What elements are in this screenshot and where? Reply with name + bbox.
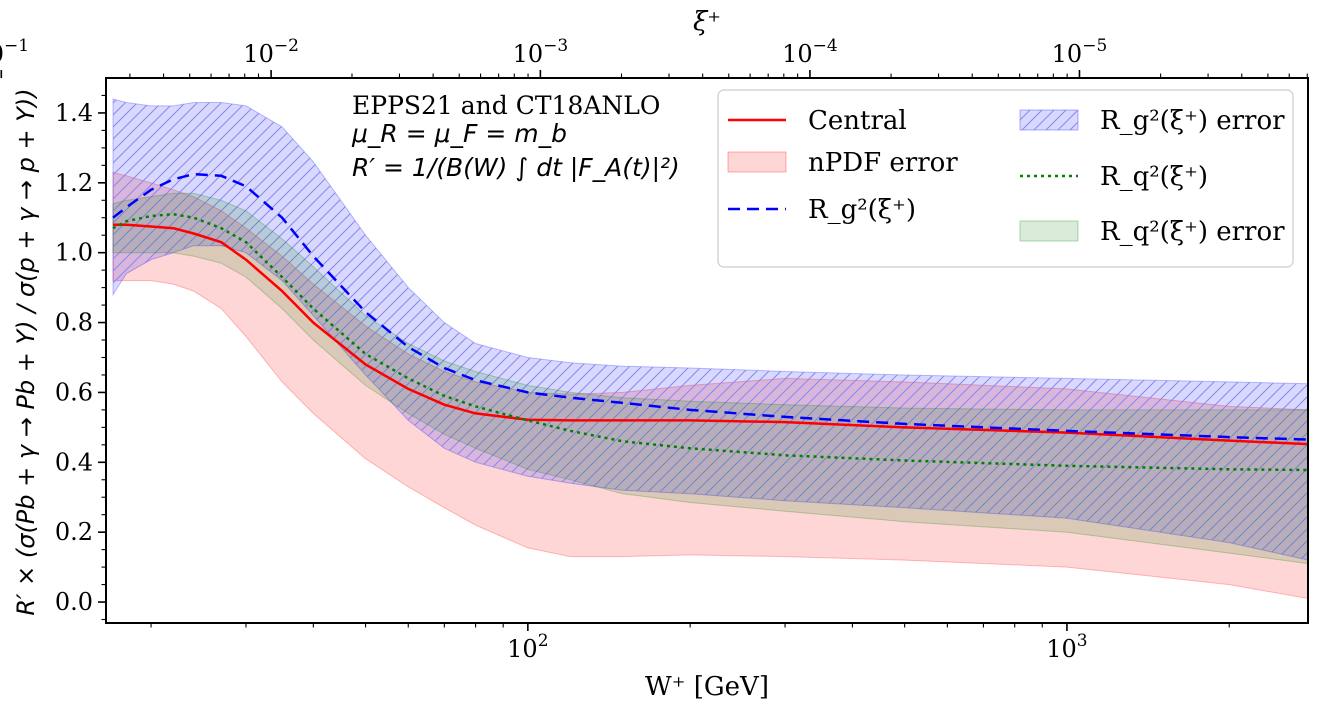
- y-tick-label: 1.0: [55, 239, 93, 267]
- top-tick-label: 10−2: [243, 36, 299, 68]
- x-tick-label: 103: [1046, 631, 1087, 663]
- legend-label: R_q²(ξ⁺): [1100, 162, 1208, 192]
- band-r-q-error: [112, 192, 1308, 565]
- annotation: EPPS21 and CT18ANLO μ_R = μ_F = m_b R′ =…: [351, 91, 680, 182]
- x-axis-label: W⁺ [GeV]: [645, 672, 769, 702]
- y-tick-label: 1.4: [55, 99, 93, 127]
- legend-item-r-q-error: R_q²(ξ⁺) error: [1019, 217, 1285, 247]
- legend-item-central: Central: [728, 106, 907, 136]
- x-tick-label: 102: [507, 631, 548, 663]
- y-tick-label: 0.0: [55, 588, 93, 616]
- legend-swatch: [727, 151, 787, 173]
- legend-label: nPDF error: [808, 148, 958, 178]
- legend-item-r-q: R_q²(ξ⁺): [1020, 162, 1208, 192]
- series-line-r-g: [112, 172, 1308, 441]
- legend-label: R_q²(ξ⁺) error: [1100, 217, 1285, 247]
- annotation-line-1: EPPS21 and CT18ANLO: [352, 91, 660, 120]
- legend-label: Central: [808, 106, 907, 136]
- annotation-line-3: R′ = 1/(B(W) ∫ dt |F_A(t)|²): [352, 153, 680, 182]
- legend-label: R_g²(ξ⁺): [808, 195, 916, 225]
- y-tick-label: 0.6: [55, 378, 93, 406]
- top-axis-label: ξ⁺: [693, 7, 721, 37]
- y-tick-label: 0.2: [55, 518, 93, 546]
- axes: 102 103 0.0 0.2 0.4 0.6 0.8 1.0 1.2 1.4 10−1 10−2 10…: [0, 36, 1308, 663]
- top-tick-label: 10−1: [0, 36, 29, 68]
- error-bands: [112, 98, 1308, 600]
- legend-item-npdf-error: nPDF error: [727, 148, 958, 178]
- y-tick-label: 1.2: [55, 169, 93, 197]
- top-tick-label: 10−4: [782, 36, 838, 68]
- annotation-line-2: μ_R = μ_F = m_b: [351, 119, 567, 148]
- top-tick-label: 10−3: [513, 36, 569, 68]
- top-tick-label: 10−5: [1052, 36, 1108, 68]
- legend-swatch: [1019, 220, 1079, 242]
- legend-label: R_g²(ξ⁺) error: [1100, 106, 1285, 136]
- y-tick-label: 0.8: [55, 309, 93, 337]
- series-lines: [112, 172, 1308, 472]
- series-line-central: [113, 223, 1308, 446]
- y-tick-label: 0.4: [55, 448, 93, 476]
- legend-swatch-hatch: [1020, 110, 1078, 130]
- legend-item-r-g: R_g²(ξ⁺): [728, 195, 916, 225]
- y-axis-label: R′ × (σ(Pb + γ → Pb + Y) / σ(p + γ → p +…: [12, 88, 40, 615]
- legend: Central nPDF error R_g²(ξ⁺) R_g²(ξ⁺) error R…: [717, 89, 1294, 268]
- band-hatch-r-g-error: [113, 99, 1308, 561]
- plot-frame: [105, 77, 1309, 624]
- legend-item-r-g-error: R_g²(ξ⁺) error: [1019, 106, 1285, 136]
- legend-frame: [717, 89, 1294, 268]
